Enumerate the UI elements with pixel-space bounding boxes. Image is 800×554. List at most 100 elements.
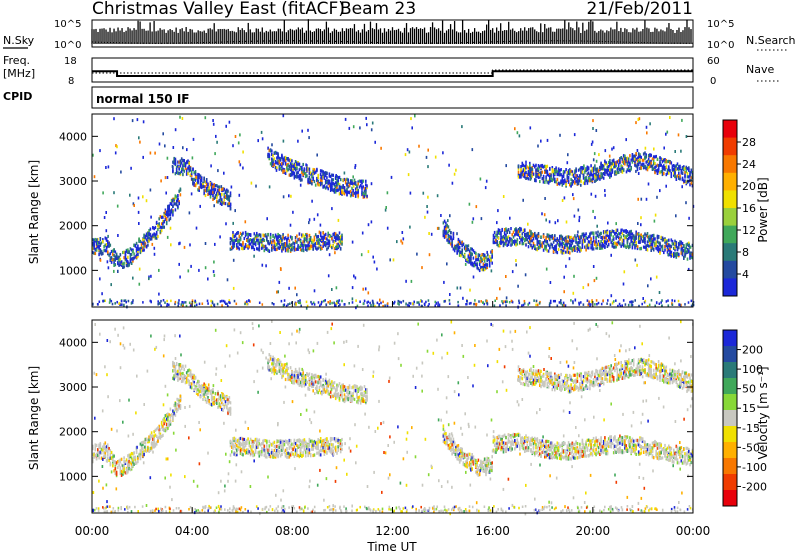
echo-cell <box>128 453 130 457</box>
echo-cell <box>198 176 200 180</box>
echo-cell <box>487 257 490 261</box>
echo-cell <box>105 249 108 253</box>
echo-cell <box>164 210 167 214</box>
echo-cell <box>571 238 574 242</box>
scatter-cell <box>337 244 339 248</box>
echo-cell <box>287 233 289 237</box>
scatter-cell <box>471 220 474 224</box>
scatter-cell <box>607 221 609 225</box>
echo-cell <box>683 179 685 183</box>
echo-cell <box>177 164 179 168</box>
echo-cell <box>294 247 297 251</box>
echo-cell <box>686 257 689 261</box>
echo-cell <box>187 166 189 170</box>
echo-cell <box>334 245 337 249</box>
echo-cell <box>297 247 299 251</box>
echo-cell <box>675 242 678 246</box>
echo-cell <box>339 190 342 194</box>
scatter-cell <box>401 241 404 245</box>
echo-cell <box>95 244 98 248</box>
echo-cell <box>179 171 182 175</box>
ground-cell <box>690 299 693 303</box>
scatter-cell <box>148 277 150 281</box>
echo-cell <box>256 238 258 242</box>
echo-cell <box>144 244 147 248</box>
echo-cell <box>153 434 155 438</box>
echo-cell <box>327 242 329 246</box>
ground-cell <box>518 299 520 303</box>
echo-cell <box>630 229 632 233</box>
ground-cell <box>183 301 185 304</box>
echo-cell <box>308 167 311 171</box>
echo-cell <box>110 456 113 461</box>
echo-cell <box>584 181 586 186</box>
scatter-cell <box>257 139 259 143</box>
echo-cell <box>352 182 354 186</box>
echo-cell <box>680 251 683 255</box>
ground-cell <box>367 304 369 307</box>
echo-cell <box>179 188 182 192</box>
echo-cell <box>537 232 540 236</box>
echo-cell <box>645 153 647 157</box>
echo-cell <box>678 168 680 172</box>
echo-cell <box>138 237 140 241</box>
echo-cell <box>276 238 278 242</box>
echo-cell <box>634 239 636 243</box>
echo-cell <box>447 239 450 243</box>
ground-cell <box>606 302 608 305</box>
echo-cell <box>581 241 584 245</box>
echo-cell <box>475 251 477 255</box>
echo-cell <box>130 248 133 252</box>
scatter-cell <box>261 263 264 267</box>
echo-cell <box>442 234 445 238</box>
scatter-cell <box>563 196 566 200</box>
echo-cell <box>529 237 531 241</box>
echo-cell <box>291 164 293 168</box>
echo-cell <box>278 161 281 165</box>
echo-cell <box>586 236 589 241</box>
scatter-cell <box>313 217 316 221</box>
scatter-cell <box>516 131 519 135</box>
echo-cell <box>572 173 575 177</box>
echo-cell <box>107 450 109 454</box>
scatter-cell <box>582 286 585 290</box>
echo-cell <box>125 263 128 268</box>
echo-cell <box>268 249 271 253</box>
scatter-cell <box>521 238 523 242</box>
echo-cell <box>227 189 229 193</box>
echo-cell <box>540 164 542 168</box>
echo-cell <box>570 239 572 244</box>
echo-cell <box>326 242 328 246</box>
scatter-cell <box>260 130 263 134</box>
echo-cell <box>185 161 188 165</box>
echo-cell <box>139 239 142 243</box>
echo-cell <box>681 171 684 175</box>
echo-cell <box>342 191 344 195</box>
echo-cell <box>287 168 289 172</box>
echo-cell <box>117 460 119 464</box>
echo-cell <box>607 168 610 172</box>
echo-cell <box>657 167 660 171</box>
ground-cell <box>244 301 247 304</box>
echo-cell <box>185 169 188 173</box>
echo-cell <box>293 166 296 171</box>
echo-cell <box>674 171 676 175</box>
ground-cell <box>483 302 485 306</box>
echo-cell <box>591 167 594 171</box>
echo-cell <box>110 450 113 455</box>
scatter-cell <box>105 211 107 214</box>
echo-cell <box>132 259 134 263</box>
echo-cell <box>602 176 605 180</box>
echo-cell <box>472 256 475 260</box>
ground-cell <box>362 302 365 306</box>
echo-cell <box>229 207 232 211</box>
scatter-cell <box>361 231 364 235</box>
scatter-cell <box>351 286 354 290</box>
echo-cell <box>549 176 551 180</box>
echo-cell <box>175 165 178 169</box>
echo-cell <box>231 238 233 242</box>
scatter-cell <box>428 253 431 257</box>
echo-cell <box>478 268 481 273</box>
echo-cell <box>550 234 552 239</box>
echo-cell <box>103 442 105 447</box>
